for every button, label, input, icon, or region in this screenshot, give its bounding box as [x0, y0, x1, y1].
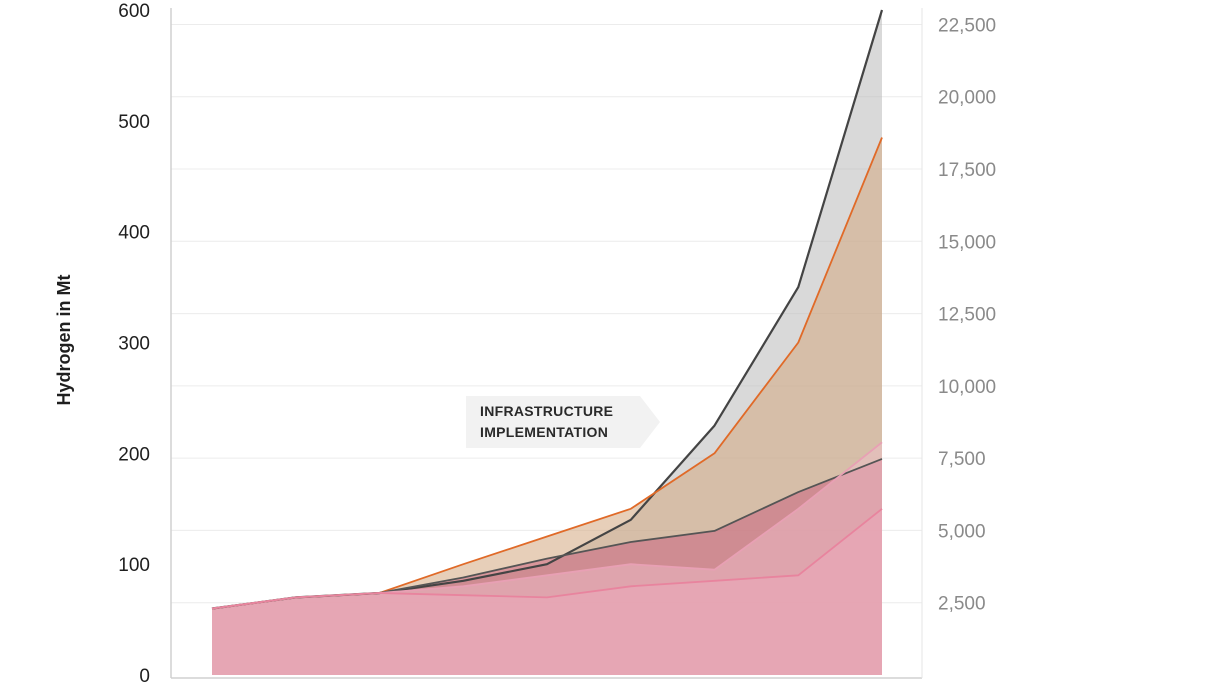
y2-tick-label: 22,500 [938, 15, 996, 36]
annotation-line-1: INFRASTRUCTURE [480, 403, 613, 419]
series-area-3 [212, 442, 882, 675]
series-area-1 [212, 137, 882, 675]
series-areas [212, 10, 882, 675]
right-tick-labels: 2,500 5,000 7,500 10,000 12,500 15,000 17,500 2… [938, 15, 996, 614]
y-tick-label: 100 [118, 555, 150, 576]
y-tick-label: 200 [118, 444, 150, 465]
series-lines [211, 9, 884, 610]
annotation-line-2: IMPLEMENTATION [480, 424, 608, 440]
y-tick-label: 600 [118, 1, 150, 22]
y2-tick-label: 12,500 [938, 305, 996, 326]
y-tick-label: 400 [118, 223, 150, 244]
y2-tick-label: 20,000 [938, 88, 996, 109]
y-tick-label: 500 [118, 112, 150, 133]
series-area-2 [212, 458, 882, 675]
y2-tick-label: 15,000 [938, 232, 996, 253]
y2-tick-label: 17,500 [938, 160, 996, 181]
annotation-infrastructure: INFRASTRUCTURE IMPLEMENTATION [466, 396, 660, 448]
left-tick-labels: 0 100 200 300 400 500 600 [118, 1, 150, 687]
series-area-4 [212, 508, 882, 675]
y-tick-label: 0 [139, 666, 150, 687]
grid-lines [171, 23, 922, 604]
y2-tick-label: 2,500 [938, 594, 986, 615]
y-axis-label: Hydrogen in Mt [54, 275, 74, 406]
y2-tick-label: 10,000 [938, 377, 996, 398]
annotation-arrow-box [466, 396, 660, 448]
series-line-4 [211, 508, 883, 610]
y-tick-label: 300 [118, 334, 150, 355]
y2-tick-label: 5,000 [938, 521, 986, 542]
y2-tick-label: 7,500 [938, 449, 986, 470]
